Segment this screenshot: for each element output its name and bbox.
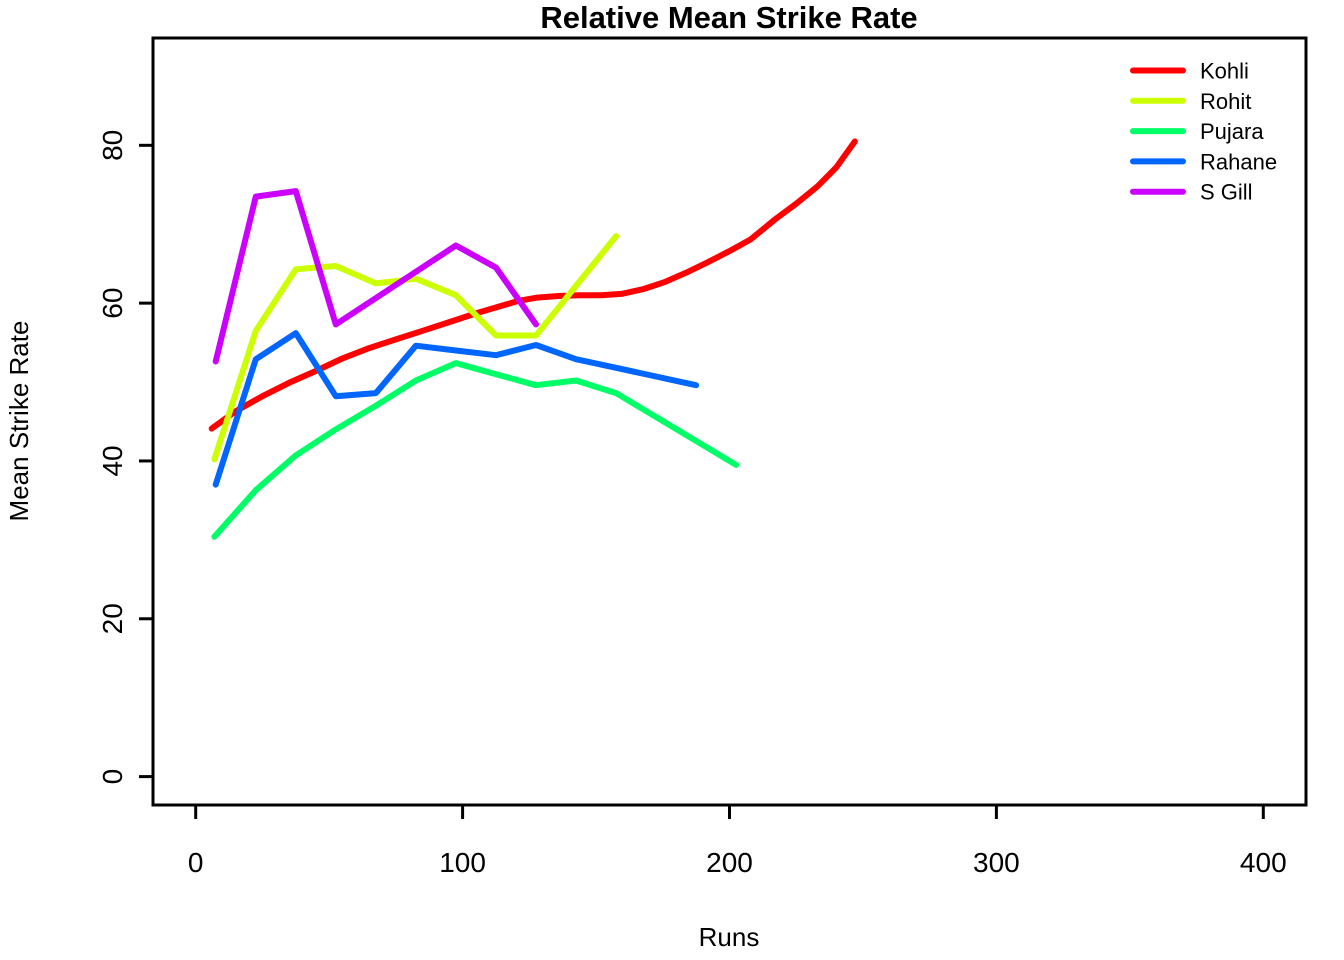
y-tick-label: 20 (97, 603, 128, 634)
y-tick-label: 60 (97, 288, 128, 319)
legend-label-s-gill: S Gill (1200, 180, 1253, 205)
x-axis-ticks: 0 100 200 300 400 (188, 805, 1287, 878)
series-lines (208, 138, 858, 540)
plot-box (151, 36, 1308, 807)
series-line-kohli (208, 138, 858, 432)
y-axis-ticks: 0 20 40 60 80 (97, 130, 153, 785)
legend-item-kohli: Kohli (1130, 59, 1249, 84)
series-line-rohit (211, 233, 620, 463)
legend: Kohli Rohit Pujara Rahane S Gill (1130, 59, 1277, 205)
x-tick-label: 400 (1240, 847, 1287, 878)
legend-item-rohit: Rohit (1130, 89, 1251, 114)
x-tick-label: 100 (439, 847, 486, 878)
legend-item-rahane: Rahane (1130, 149, 1277, 174)
legend-item-pujara: Pujara (1130, 119, 1264, 144)
legend-item-s-gill: S Gill (1130, 180, 1253, 205)
series-line-s-gill (212, 188, 539, 365)
y-tick-label: 40 (97, 445, 128, 476)
y-tick-label: 0 (97, 769, 128, 785)
legend-label-rohit: Rohit (1200, 89, 1251, 114)
legend-label-kohli: Kohli (1200, 59, 1249, 84)
legend-label-pujara: Pujara (1200, 119, 1264, 144)
chart-title: Relative Mean Strike Rate (540, 0, 917, 35)
x-tick-label: 200 (706, 847, 753, 878)
x-tick-label: 0 (188, 847, 204, 878)
y-tick-label: 80 (97, 130, 128, 161)
y-axis-label: Mean Strike Rate (4, 321, 34, 522)
x-axis-label: Runs (699, 922, 760, 952)
x-tick-label: 300 (973, 847, 1020, 878)
series-line-rahane (212, 330, 700, 488)
series-line-pujara (211, 360, 740, 540)
legend-label-rahane: Rahane (1200, 149, 1277, 174)
